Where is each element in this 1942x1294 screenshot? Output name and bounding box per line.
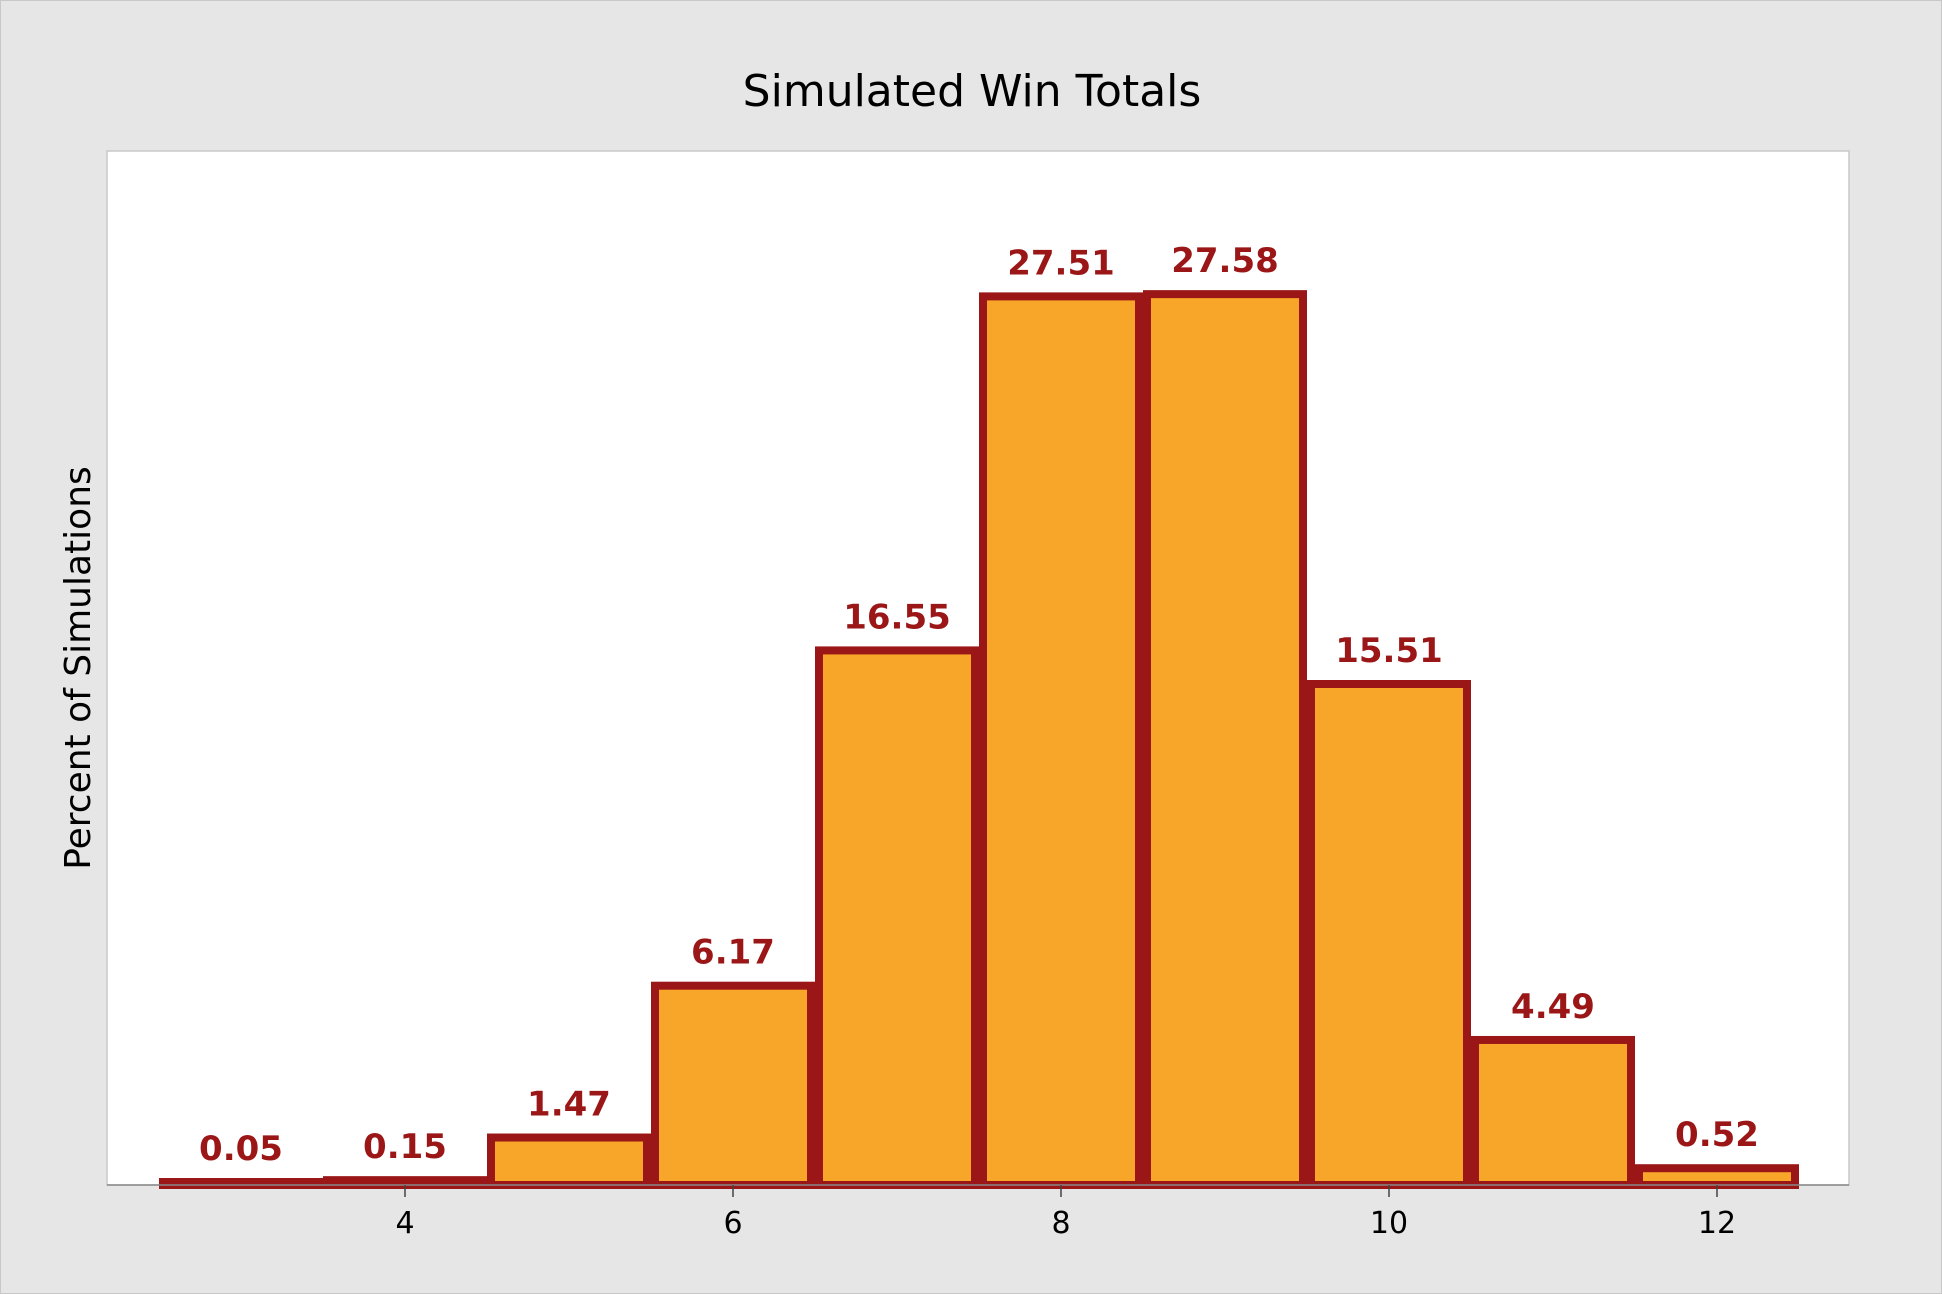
x-tick-label-8: 8 xyxy=(1051,1206,1070,1241)
bar-10 xyxy=(1311,684,1467,1185)
bar-5 xyxy=(491,1138,647,1185)
x-ticks-group: 4 6 8 10 12 xyxy=(395,1185,1736,1241)
data-label-8: 27.51 xyxy=(1007,243,1115,283)
data-label-6: 6.17 xyxy=(691,933,775,973)
x-tick-label-12: 12 xyxy=(1698,1206,1736,1241)
x-tick-label-6: 6 xyxy=(723,1206,742,1241)
data-label-5: 1.47 xyxy=(527,1085,611,1125)
data-label-10: 15.51 xyxy=(1335,631,1443,671)
bar-9 xyxy=(1147,294,1303,1185)
data-label-3: 0.05 xyxy=(199,1129,283,1169)
bar-7 xyxy=(819,650,975,1185)
x-tick-label-4: 4 xyxy=(395,1206,414,1241)
y-axis-label: Percent of Simulations xyxy=(58,466,99,870)
data-label-12: 0.52 xyxy=(1675,1115,1759,1155)
bar-11 xyxy=(1475,1040,1631,1185)
data-label-4: 0.15 xyxy=(363,1127,447,1167)
bar-6 xyxy=(655,986,811,1185)
bar-12 xyxy=(1639,1168,1795,1185)
data-label-11: 4.49 xyxy=(1511,987,1595,1027)
bar-8 xyxy=(983,296,1139,1185)
data-label-7: 16.55 xyxy=(843,597,951,637)
data-label-9: 27.58 xyxy=(1171,241,1279,281)
x-tick-label-10: 10 xyxy=(1370,1206,1408,1241)
chart-title: Simulated Win Totals xyxy=(743,66,1202,117)
